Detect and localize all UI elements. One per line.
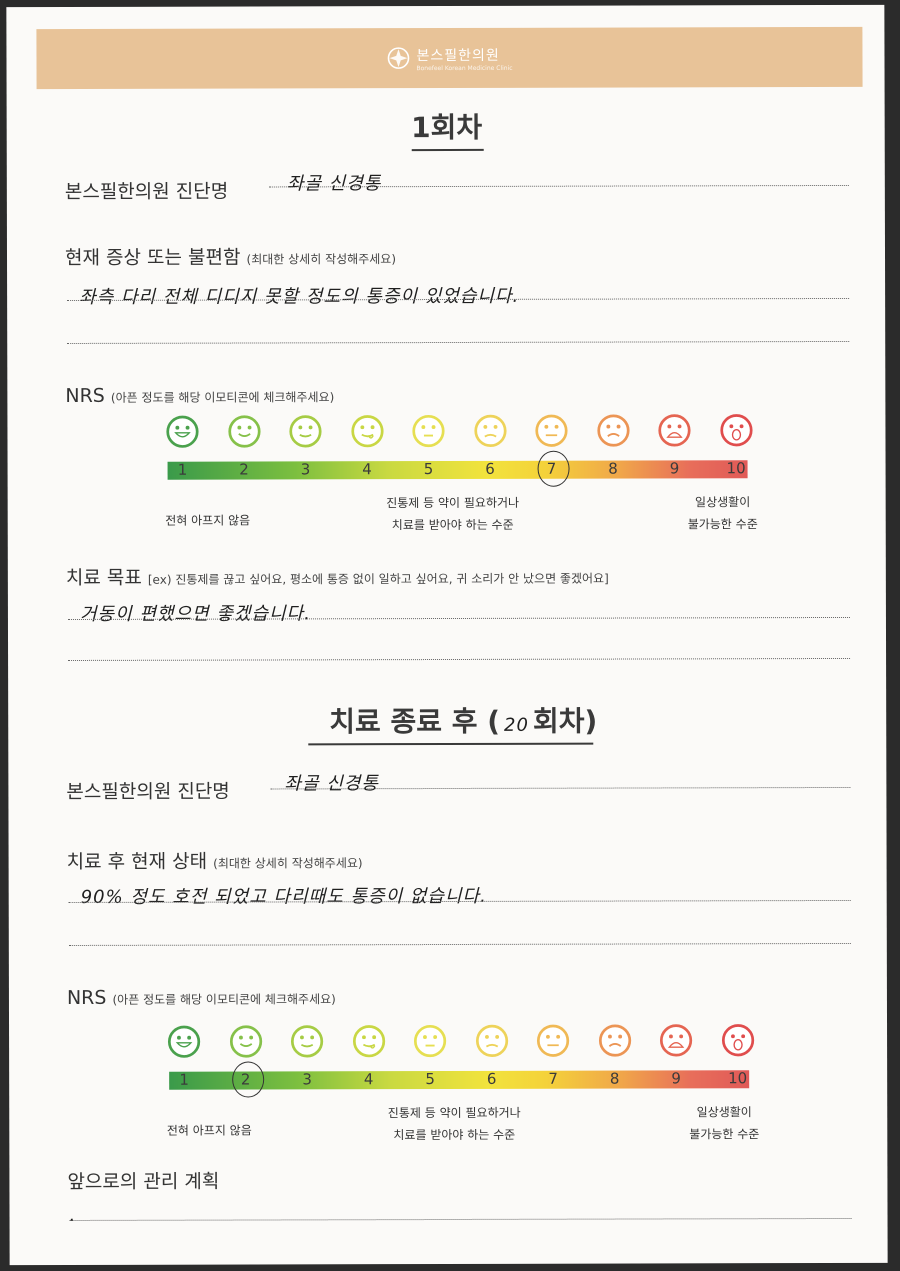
section1-symptom-label-text: 현재 증상 또는 불편함	[64, 246, 241, 269]
nrs-selected-circle	[231, 1061, 264, 1098]
frown-face-icon[interactable]	[659, 1023, 693, 1061]
section1-nrs-label-text: NRS	[65, 384, 105, 407]
nrs-caption-low: 전혀 아프지 않음	[166, 1123, 252, 1138]
section2-diagnosis-value[interactable]: 좌골 신경통	[284, 773, 379, 795]
section2-status-hint: (최대한 상세히 작성해주세요)	[213, 856, 363, 871]
nrs-number-10[interactable]: 10	[728, 1069, 748, 1088]
section2-nrs-hint: (아픈 정도를 해당 이모티콘에 체크해주세요)	[112, 992, 336, 1007]
section2-nrs-label: NRS (아픈 정도를 해당 이모티콘에 체크해주세요)	[67, 986, 336, 1009]
nrs-number-8[interactable]: 8	[608, 459, 618, 478]
nrs-number-1[interactable]: 1	[177, 460, 188, 479]
slight-smile-face-icon[interactable]	[290, 1024, 324, 1062]
clinic-header: 본스필한의원 Bonefeel Korean Medicine Clinic	[36, 26, 863, 90]
section1-symptom-value[interactable]: 좌측 다리 전체 디디지 못할 정도의 통증이 있었습니다.	[79, 285, 520, 308]
form-sheet: 본스필한의원 Bonefeel Korean Medicine Clinic 1…	[6, 4, 888, 1266]
section1-title: 1회차	[411, 110, 483, 145]
flat-face-icon[interactable]	[536, 1024, 570, 1062]
nrs-caption-low: 전혀 아프지 않음	[165, 513, 251, 528]
section1-goal-line-2	[68, 657, 851, 661]
section2-nrs-label-text: NRS	[66, 986, 107, 1009]
section1-diagnosis-label: 본스필한의원 진단명	[64, 180, 229, 203]
section2-status-label-text: 치료 후 현재 상태	[66, 850, 208, 873]
section2-nrs-scale: 1 2 3 4 5 6 7 8 9 10 전혀 아프지 않음 진통제 등 약이 필요하거나 치료를 받아…	[159, 1023, 759, 1150]
section1-goal-label: 치료 목표 [ex) 진통제를 끊고 싶어요, 평소에 통증 없이 일하고 싶어…	[66, 562, 609, 590]
nrs-caption-high: 일상생활이 불가능한 수준	[689, 1105, 760, 1142]
nrs-number-3[interactable]: 3	[300, 460, 311, 479]
worried-face-icon[interactable]	[598, 1024, 632, 1062]
nrs-caption-mid: 진통제 등 약이 필요하거나 치료를 받아야 하는 수준	[387, 1105, 521, 1143]
neutral-face-icon[interactable]	[411, 414, 445, 452]
section2-title-underline	[308, 742, 594, 746]
nrs-number-9[interactable]: 9	[671, 1069, 681, 1088]
frown-face-icon[interactable]	[657, 413, 691, 451]
clinic-logo: 본스필한의원 Bonefeel Korean Medicine Clinic	[386, 44, 513, 72]
section1-symptom-hint: (최대한 상세히 작성해주세요)	[246, 252, 397, 267]
nrs-number-4[interactable]: 4	[362, 460, 372, 479]
nrs-number-8[interactable]: 8	[609, 1069, 620, 1088]
nrs-number-10[interactable]: 10	[726, 459, 746, 478]
section2-title-prefix: 치료 종료 후 (	[329, 704, 501, 739]
nrs-number-5[interactable]: 5	[425, 1070, 435, 1089]
section1-diagnosis-value[interactable]: 좌골 신경통	[286, 173, 382, 195]
nrs-number-6[interactable]: 6	[485, 459, 495, 478]
nrs-number-9[interactable]: 9	[669, 459, 680, 478]
tongue-face-icon[interactable]	[352, 1024, 386, 1062]
nrs-number-4[interactable]: 4	[363, 1070, 374, 1089]
smile-face-icon[interactable]	[229, 1024, 263, 1062]
clinic-name: 본스필한의원	[416, 47, 500, 64]
nrs-number-5[interactable]: 5	[423, 460, 434, 479]
nrs-number-3[interactable]: 3	[302, 1070, 312, 1089]
tongue-face-icon[interactable]	[350, 414, 384, 452]
section1-nrs-scale: 1 2 3 4 5 6 7 8 9 10 전혀 아프지 않음 진통제 등 약이 필요하거나 치료를 받아…	[157, 413, 758, 540]
section2-status-line-2	[68, 942, 851, 946]
section1-goal-value[interactable]: 거동이 편했으면 좋겠습니다.	[79, 603, 311, 625]
section2-plan-line	[69, 1217, 852, 1221]
section1-nrs-label: NRS (아픈 정도를 해당 이모티콘에 체크해주세요)	[65, 384, 334, 407]
section1-goal-hint: [ex) 진통제를 끊고 싶어요, 평소에 통증 없이 일하고 싶어요, 귀 소…	[147, 571, 609, 587]
nrs-number-2[interactable]: 2	[239, 460, 249, 479]
worried-face-icon[interactable]	[596, 414, 630, 452]
section2-title: 치료 종료 후 ( 20 회차)	[298, 700, 628, 741]
section1-symptom-line-2	[67, 340, 850, 344]
clinic-logo-icon	[387, 47, 410, 69]
crying-face-icon[interactable]	[721, 1023, 755, 1061]
smile-face-icon[interactable]	[227, 414, 261, 452]
section1-symptom-label: 현재 증상 또는 불편함 (최대한 상세히 작성해주세요)	[65, 242, 396, 270]
section1-nrs-hint: (아픈 정도를 해당 이모티콘에 체크해주세요)	[110, 390, 335, 405]
nrs-gradient-bar	[167, 460, 748, 480]
section2-plan-value[interactable]: .	[69, 1204, 77, 1226]
section2-diagnosis-label: 본스필한의원 진단명	[66, 780, 230, 803]
neutral-face-icon[interactable]	[413, 1024, 447, 1062]
section2-status-value[interactable]: 90% 정도 호전 되었고 다리때도 통증이 없습니다.	[80, 885, 487, 908]
section2-title-suffix: 회차)	[532, 704, 598, 738]
nrs-number-6[interactable]: 6	[486, 1069, 497, 1088]
nrs-caption-high: 일상생활이 불가능한 수준	[687, 495, 758, 532]
nrs-number-1[interactable]: 1	[179, 1070, 189, 1089]
section2-session-count[interactable]: 20	[504, 714, 529, 736]
section2-plan-label: 앞으로의 관리 계획	[67, 1170, 220, 1193]
slight-smile-face-icon[interactable]	[288, 414, 322, 452]
nrs-caption-mid: 진통제 등 약이 필요하거나 치료를 받아야 하는 수준	[386, 495, 520, 533]
section2-status-label: 치료 후 현재 상태 (최대한 상세히 작성해주세요)	[67, 846, 363, 874]
grin-face-icon[interactable]	[167, 1025, 201, 1063]
nrs-selected-circle	[537, 450, 570, 487]
section1-title-underline	[411, 148, 484, 152]
crying-face-icon[interactable]	[719, 413, 753, 451]
sad-face-icon[interactable]	[475, 1024, 509, 1062]
clinic-subtitle: Bonefeel Korean Medicine Clinic	[416, 64, 513, 72]
sad-face-icon[interactable]	[473, 414, 507, 452]
nrs-number-7[interactable]: 7	[548, 1069, 558, 1088]
grin-face-icon[interactable]	[165, 415, 199, 453]
section1-goal-label-text: 치료 목표	[65, 566, 142, 589]
flat-face-icon[interactable]	[534, 414, 568, 452]
